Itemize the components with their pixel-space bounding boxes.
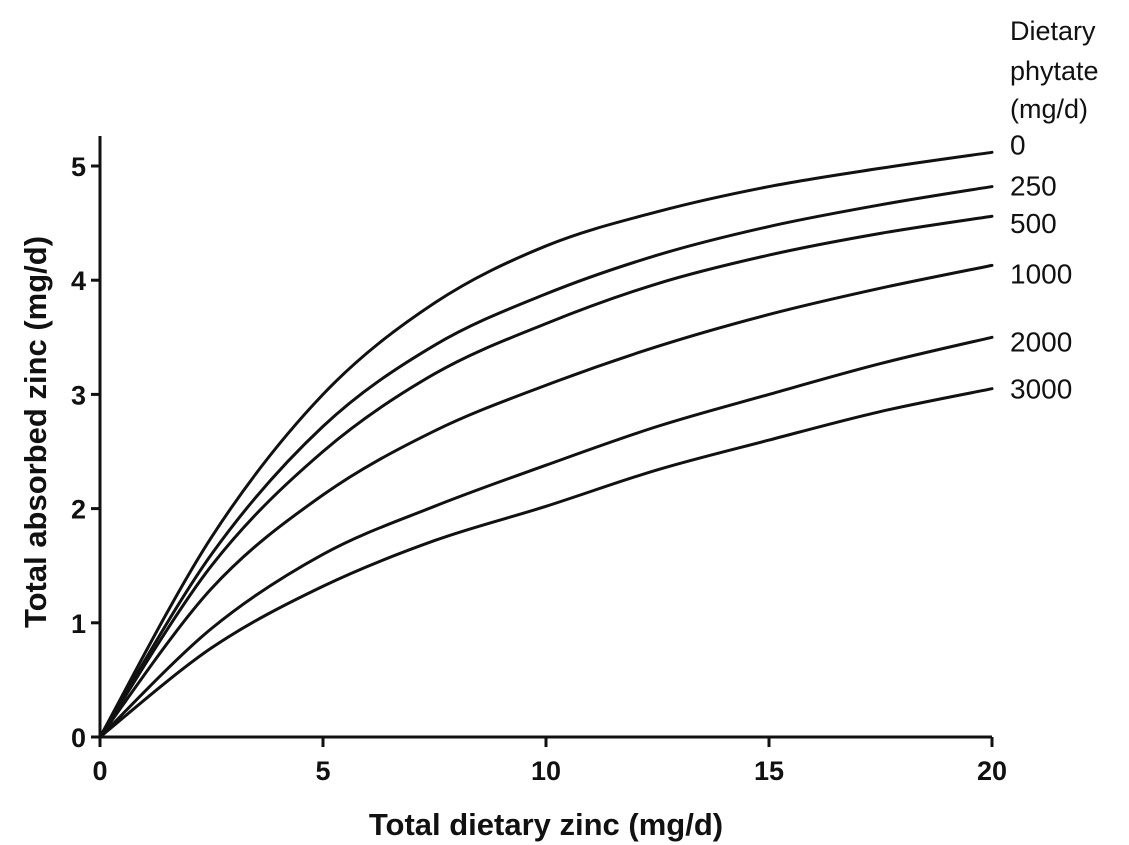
series-line-2000	[98, 335, 994, 739]
legend-title-line: phytate	[1010, 56, 1099, 86]
x-tick-label: 10	[531, 756, 561, 786]
series-lines	[98, 150, 994, 739]
series-line-1000	[98, 263, 994, 739]
y-tick-label: 1	[71, 609, 86, 639]
x-axis-title: Total dietary zinc (mg/d)	[369, 807, 723, 842]
series-label-500: 500	[1010, 208, 1057, 239]
series-line-250	[98, 185, 994, 739]
y-axis-title: Total absorbed zinc (mg/d)	[18, 236, 53, 628]
series-label-3000: 3000	[1010, 374, 1072, 405]
series-label-250: 250	[1010, 171, 1057, 202]
x-tick-label: 5	[315, 756, 330, 786]
series-label-0: 0	[1010, 129, 1026, 160]
legend-title-line: Dietary	[1010, 16, 1096, 46]
series-line-500	[98, 214, 994, 739]
y-tick-label: 2	[71, 495, 86, 525]
axes	[98, 136, 992, 739]
series-line-0	[98, 150, 994, 739]
y-tick-label: 3	[71, 380, 86, 410]
x-tick-label: 15	[754, 756, 784, 786]
y-tick-label: 0	[71, 723, 86, 753]
series-label-1000: 1000	[1010, 258, 1072, 289]
legend-title-line: (mg/d)	[1010, 94, 1088, 124]
y-tick-label: 4	[71, 266, 86, 296]
x-tick-label: 20	[977, 756, 1007, 786]
ticks: 0 5 10 15 20 0 1 2 3 4 5	[71, 152, 1007, 786]
x-tick-label: 0	[92, 756, 107, 786]
series-labels: 0 250 500 1000 2000 3000	[1010, 129, 1072, 404]
legend-title: Dietary phytate (mg/d)	[1010, 16, 1099, 124]
y-tick-label: 5	[71, 152, 86, 182]
series-label-2000: 2000	[1010, 326, 1072, 357]
series-line-3000	[98, 387, 994, 739]
